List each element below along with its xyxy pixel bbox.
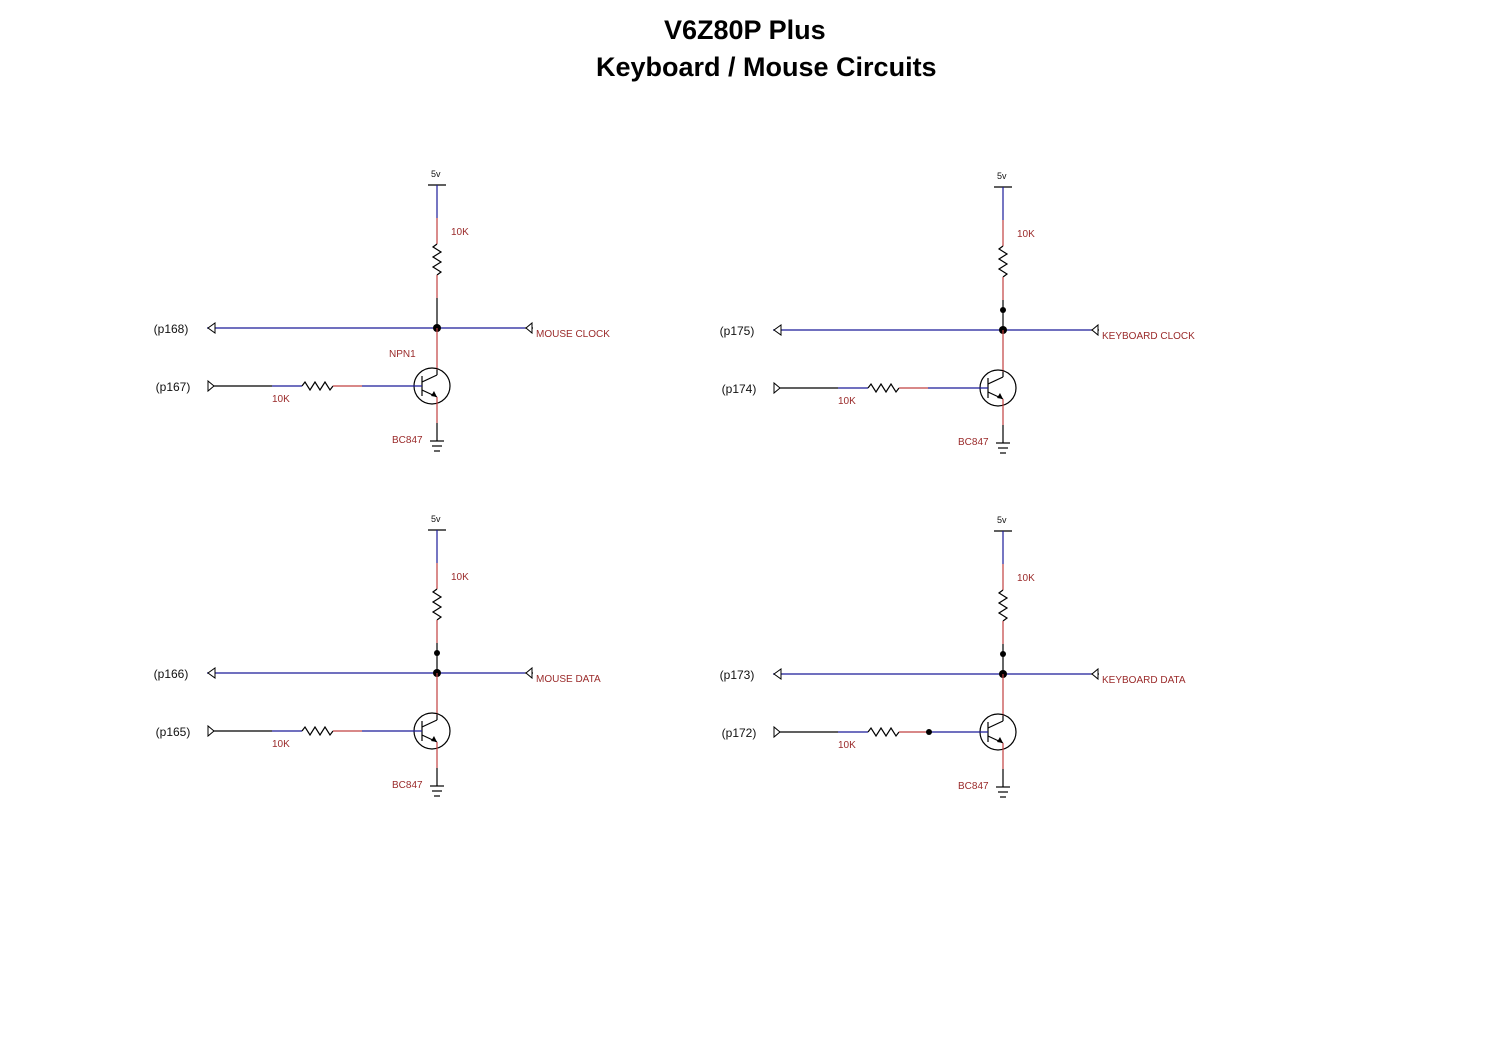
base-resistor	[867, 382, 900, 394]
pullup-resistor	[997, 245, 1009, 278]
port-arrow-icon	[207, 379, 215, 393]
diagram-subtitle: Keyboard / Mouse Circuits	[596, 52, 937, 82]
emitter-arrow-icon	[431, 391, 437, 397]
port-arrow-icon	[773, 381, 781, 395]
port-arrow-icon	[207, 322, 216, 334]
port-drive-label: (p167)	[156, 380, 191, 394]
port-arrow-icon	[207, 667, 216, 679]
base-resistor-value-label: 10K	[838, 396, 856, 407]
port-arrow-icon	[207, 724, 215, 738]
connector-arrow-icon	[1091, 667, 1099, 681]
port-arrow-icon	[773, 668, 782, 680]
port-line-label: (p166)	[154, 667, 189, 681]
base-resistor-value-label: 10K	[272, 394, 290, 405]
signal-label: MOUSE DATA	[536, 674, 601, 685]
signal-label: MOUSE CLOCK	[536, 329, 610, 340]
port-drive-label: (p165)	[156, 725, 191, 739]
pullup-value-label: 10K	[1017, 573, 1035, 584]
wire	[421, 374, 438, 383]
emitter-arrow-icon	[431, 736, 437, 742]
signal-label: KEYBOARD CLOCK	[1102, 331, 1195, 342]
emitter-arrow-icon	[997, 393, 1003, 399]
connector-arrow-icon	[1091, 323, 1099, 337]
port-line-label: (p175)	[720, 324, 755, 338]
signal-label: KEYBOARD DATA	[1102, 675, 1186, 686]
supply-label: 5v	[431, 169, 441, 179]
pullup-value-label: 10K	[1017, 229, 1035, 240]
circuit-block: 5v 10K (p175) KEYBOARD CLOCK BC847 (p174) 10K	[720, 171, 1195, 454]
supply-label: 5v	[997, 171, 1007, 181]
circuit-block: 5v 10K (p166) MOUSE DATA BC847 (p165) 10K	[154, 514, 601, 797]
supply-label: 5v	[431, 514, 441, 524]
supply-label: 5v	[997, 515, 1007, 525]
connector-arrow-icon	[525, 666, 533, 680]
port-arrow-icon	[773, 725, 781, 739]
base-resistor-value-label: 10K	[272, 739, 290, 750]
pullup-resistor	[431, 588, 443, 621]
junction-dot	[926, 729, 932, 735]
wire	[987, 720, 1004, 729]
junction-dot	[434, 650, 440, 656]
pullup-resistor	[431, 243, 443, 276]
circuit-block: 5v 10K (p168) MOUSE CLOCK NPN1 BC847 (p167) 10K	[154, 169, 610, 452]
connector-arrow-icon	[525, 321, 533, 335]
transistor-part-label: BC847	[958, 437, 989, 448]
transistor-part-label: BC847	[392, 780, 423, 791]
junction-dot	[1000, 307, 1006, 313]
transistor-part-label: BC847	[392, 435, 423, 446]
port-drive-label: (p174)	[722, 382, 757, 396]
pullup-resistor	[997, 589, 1009, 622]
circuit-block: 5v 10K (p173) KEYBOARD DATA BC847 (p172) 10K	[720, 515, 1186, 798]
pullup-value-label: 10K	[451, 572, 469, 583]
diagram-title: V6Z80P Plus	[664, 15, 826, 45]
base-resistor	[301, 380, 334, 392]
emitter-arrow-icon	[997, 737, 1003, 743]
transistor-part-label: BC847	[958, 781, 989, 792]
transistor-ref-label: NPN1	[389, 349, 416, 360]
port-line-label: (p173)	[720, 668, 755, 682]
wire	[987, 376, 1004, 385]
base-resistor	[867, 726, 900, 738]
pullup-value-label: 10K	[451, 227, 469, 238]
wire	[421, 719, 438, 728]
base-resistor	[301, 725, 334, 737]
base-resistor-value-label: 10K	[838, 740, 856, 751]
port-line-label: (p168)	[154, 322, 189, 336]
junction-dot	[1000, 651, 1006, 657]
port-drive-label: (p172)	[722, 726, 757, 740]
port-arrow-icon	[773, 324, 782, 336]
